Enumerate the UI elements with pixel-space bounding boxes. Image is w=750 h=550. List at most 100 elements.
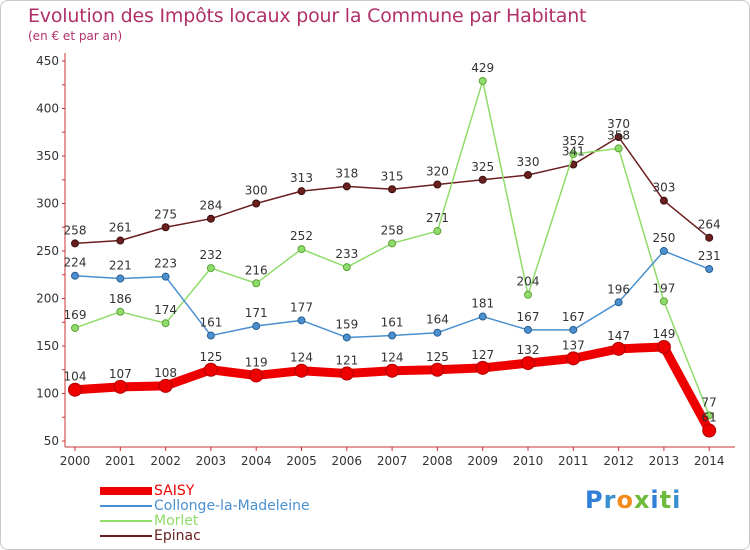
data-point: [116, 274, 125, 283]
data-label: 137: [562, 338, 585, 352]
data-point: [611, 341, 626, 356]
data-label: 250: [652, 231, 675, 245]
data-point: [702, 423, 717, 438]
data-label: 147: [607, 329, 630, 343]
y-tick-label: 150: [36, 339, 59, 353]
data-label: 261: [109, 221, 132, 235]
x-tick-label: 2006: [332, 454, 363, 468]
data-point: [388, 239, 397, 248]
data-point: [252, 199, 261, 208]
data-label: 275: [154, 207, 177, 221]
data-label: 231: [698, 249, 721, 263]
data-label: 164: [426, 313, 449, 327]
data-point: [475, 360, 490, 375]
data-label: 216: [245, 263, 268, 277]
data-point: [161, 272, 170, 281]
x-tick-label: 2008: [422, 454, 453, 468]
y-tick-label: 450: [36, 54, 59, 68]
data-label: 232: [199, 248, 222, 262]
data-label: 358: [607, 128, 630, 142]
data-label: 108: [154, 366, 177, 380]
data-label: 161: [381, 316, 404, 330]
data-point: [569, 325, 578, 334]
legend-label: Collonge-la-Madeleine: [154, 498, 310, 514]
data-label: 258: [64, 223, 87, 237]
data-point: [659, 247, 668, 255]
y-tick-label: 400: [36, 102, 59, 116]
data-label: 124: [290, 351, 313, 365]
data-point: [614, 133, 623, 141]
y-tick-label: 300: [36, 197, 59, 211]
y-tick-label: 100: [36, 387, 59, 401]
data-point: [569, 150, 578, 159]
y-tick-label: 250: [36, 244, 59, 258]
data-label: 352: [562, 134, 585, 148]
data-label: 284: [199, 199, 222, 213]
data-point: [430, 362, 445, 377]
data-label: 186: [109, 292, 132, 306]
data-point: [433, 227, 442, 236]
data-label: 177: [290, 300, 313, 314]
data-point: [206, 264, 215, 273]
x-tick-label: 2012: [603, 454, 634, 468]
data-point: [342, 182, 351, 191]
data-label: 121: [335, 354, 358, 368]
data-label: 61: [702, 411, 717, 425]
data-point: [524, 325, 532, 334]
y-tick-label: 50: [44, 434, 59, 448]
data-label: 330: [517, 155, 540, 169]
data-point: [71, 271, 79, 280]
data-point: [249, 368, 264, 383]
data-point: [656, 339, 671, 354]
data-label: 104: [64, 370, 87, 384]
x-tick-label: 2013: [649, 454, 680, 468]
data-label: 271: [426, 211, 449, 225]
data-point: [388, 331, 397, 340]
data-point: [478, 312, 487, 321]
data-point: [71, 323, 79, 332]
data-label: 264: [698, 218, 721, 232]
data-label: 429: [471, 61, 494, 75]
data-label: 169: [64, 308, 87, 322]
data-point: [161, 223, 170, 232]
data-label: 204: [517, 275, 540, 289]
data-label: 107: [109, 367, 132, 381]
legend-swatch: [100, 487, 152, 495]
data-label: 174: [154, 303, 177, 317]
data-label: 318: [335, 166, 358, 180]
data-label: 197: [652, 281, 675, 295]
data-point: [614, 298, 623, 307]
data-label: 196: [607, 282, 630, 296]
data-point: [339, 366, 354, 381]
data-point: [116, 236, 125, 245]
data-point: [521, 356, 535, 371]
legend-swatch: [100, 535, 152, 537]
data-point: [203, 362, 218, 377]
x-tick-label: 2004: [241, 454, 272, 468]
data-label: 315: [381, 169, 404, 183]
chart-title: Evolution des Impôts locaux pour la Comm…: [28, 5, 587, 27]
data-point: [206, 214, 215, 223]
data-label: 171: [245, 306, 268, 320]
data-label: 303: [652, 181, 675, 195]
x-tick-label: 2009: [467, 454, 498, 468]
data-point: [566, 351, 581, 366]
data-label: 300: [245, 184, 268, 198]
data-point: [433, 180, 442, 189]
data-label: 181: [471, 297, 494, 311]
x-tick-label: 2003: [196, 454, 227, 468]
legend-swatch: [100, 520, 152, 522]
data-point: [705, 233, 714, 242]
data-point: [297, 316, 306, 325]
data-point: [385, 363, 400, 378]
data-label: 252: [290, 229, 313, 243]
data-label: 77: [702, 395, 717, 409]
data-point: [68, 382, 82, 397]
data-label: 119: [245, 355, 268, 369]
x-tick-label: 2002: [150, 454, 181, 468]
proxiti-logo: Proxiti: [585, 486, 682, 514]
data-label: 341: [562, 145, 585, 159]
data-label: 125: [199, 350, 222, 364]
data-point: [116, 307, 125, 316]
